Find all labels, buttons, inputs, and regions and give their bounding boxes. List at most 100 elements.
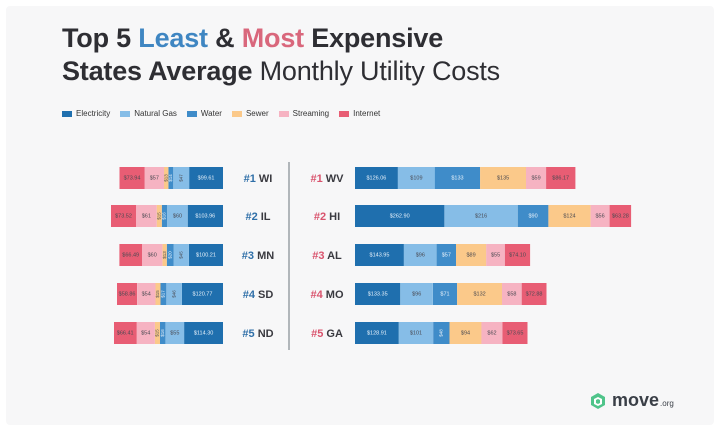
data-label-1-wv-streaming: $59 <box>532 175 541 181</box>
title-part-monthly-costs: Monthly Utility Costs <box>252 56 501 86</box>
category-label-2-hi: #2 HI <box>314 211 340 223</box>
data-label-2-il-sewer: $15 <box>156 212 161 220</box>
bar-5-nd-internet <box>114 322 137 344</box>
bar-3-al-water <box>436 244 456 266</box>
bar-2-hi-streaming <box>590 205 610 227</box>
data-label-1-wi-sewer: $13 <box>163 174 168 182</box>
data-label-3-mn-streaming: $60 <box>148 252 157 258</box>
bar-1-wi-natural-gas <box>173 167 190 189</box>
legend-item-internet: Internet <box>339 109 380 118</box>
bar-2-il-natural-gas <box>167 205 188 227</box>
data-label-3-al-sewer: $89 <box>467 252 476 258</box>
title-line-1: Top 5 Least & Most Expensive <box>62 22 500 55</box>
data-label-4-sd-water: $17 <box>161 290 166 298</box>
bar-4-sd-streaming <box>137 283 156 305</box>
data-label-4-mo-water: $71 <box>440 291 449 297</box>
bar-3-mn-natural-gas <box>173 244 189 266</box>
data-label-1-wv-electricity: $126.06 <box>366 175 386 181</box>
bar-4-mo-water <box>433 283 458 305</box>
bar-1-wi-internet <box>119 167 145 189</box>
bar-4-mo-natural-gas <box>400 283 433 305</box>
category-label-2-il: #2 IL <box>245 211 270 223</box>
title-line-2: States Average Monthly Utility Costs <box>62 55 500 88</box>
legend-item-water: Water <box>186 109 222 118</box>
legend-label: Electricity <box>76 109 111 118</box>
bar-4-mo-internet <box>521 283 547 305</box>
title-part-least: Least <box>138 23 208 53</box>
bar-4-mo-sewer <box>457 283 502 305</box>
data-label-3-mn-internet: $66.49 <box>122 252 139 258</box>
data-label-2-hi-water: $90 <box>529 213 538 219</box>
bar-4-mo-streaming <box>502 283 522 305</box>
data-label-4-sd-internet: $58.86 <box>119 291 136 297</box>
legend-item-natural-gas: Natural Gas <box>120 109 177 118</box>
legend-label: Streaming <box>292 109 330 118</box>
category-label-1-wv: #1 WV <box>310 173 344 185</box>
bar-3-mn-streaming <box>142 244 163 266</box>
bar-3-al-internet <box>504 244 531 266</box>
data-label-5-ga-streaming: $62 <box>487 330 496 336</box>
category-label-5-ga: #5 GA <box>311 328 343 340</box>
data-label-4-mo-electricity: $133.35 <box>368 291 388 297</box>
bar-3-mn-electricity <box>188 244 223 266</box>
title-part-amp: & <box>207 23 242 53</box>
data-label-2-hi-natural-gas: $216 <box>475 213 487 219</box>
data-label-5-ga-internet: $73.65 <box>507 330 524 336</box>
legend-label: Water <box>200 109 222 118</box>
bar-3-mn-sewer <box>162 244 167 266</box>
bar-1-wv-sewer <box>480 167 526 189</box>
bar-1-wi-water <box>168 167 174 189</box>
legend-swatch <box>231 110 242 117</box>
data-label-4-mo-streaming: $58 <box>507 291 516 297</box>
bar-5-ga-water <box>433 322 450 344</box>
bar-2-hi-water <box>517 205 549 227</box>
chart-title: Top 5 Least & Most Expensive States Aver… <box>62 22 500 88</box>
data-label-2-hi-sewer: $124 <box>563 213 575 219</box>
move-logo: move.org <box>588 390 674 411</box>
data-label-4-sd-electricity: $120.77 <box>193 291 213 297</box>
data-label-5-nd-streaming: $54 <box>141 330 150 336</box>
category-label-3-al: #3 AL <box>312 250 342 262</box>
data-label-5-nd-water: $16 <box>160 329 165 337</box>
data-label-5-nd-internet: $66.41 <box>117 330 134 336</box>
data-label-3-mn-natural-gas: $45 <box>178 251 183 259</box>
category-label-5-nd: #5 ND <box>242 328 273 340</box>
data-label-3-mn-electricity: $100.21 <box>196 252 216 258</box>
data-label-1-wv-sewer: $135 <box>497 175 509 181</box>
data-label-4-sd-sewer: $15 <box>155 290 160 298</box>
legend-swatch <box>339 110 350 117</box>
bar-5-ga-internet <box>502 322 528 344</box>
bar-4-sd-natural-gas <box>166 283 182 305</box>
data-label-3-al-natural-gas: $96 <box>416 252 425 258</box>
bar-4-sd-electricity <box>181 283 223 305</box>
legend-item-streaming: Streaming <box>278 109 330 118</box>
bar-3-al-sewer <box>456 244 487 266</box>
bar-5-nd-natural-gas <box>165 322 185 344</box>
legend-label: Natural Gas <box>134 109 177 118</box>
bar-2-hi-electricity <box>355 205 445 227</box>
data-label-2-il-natural-gas: $60 <box>173 213 182 219</box>
data-label-3-al-water: $57 <box>442 252 451 258</box>
data-label-4-sd-streaming: $54 <box>142 291 151 297</box>
bar-5-ga-electricity <box>355 322 399 344</box>
bar-2-il-sewer <box>156 205 162 227</box>
move-logo-text: move.org <box>612 390 674 410</box>
bar-4-sd-internet <box>117 283 137 305</box>
data-label-3-al-streaming: $55 <box>491 252 500 258</box>
bar-1-wi-electricity <box>189 167 223 189</box>
data-label-4-sd-natural-gas: $46 <box>171 290 176 298</box>
data-label-2-il-electricity: $103.96 <box>195 213 215 219</box>
bar-2-il-electricity <box>187 205 223 227</box>
legend-label: Sewer <box>245 109 269 118</box>
bar-1-wi-sewer <box>164 167 169 189</box>
chart-legend: Electricity Natural Gas Water Sewer Streamin… <box>62 109 380 118</box>
bar-5-ga-sewer <box>449 322 482 344</box>
bar-1-wv-natural-gas <box>397 167 435 189</box>
data-label-1-wi-streaming: $57 <box>150 175 159 181</box>
bar-2-il-internet <box>111 205 136 227</box>
data-label-4-mo-natural-gas: $96 <box>412 291 421 297</box>
data-label-1-wv-natural-gas: $109 <box>410 175 422 181</box>
bar-1-wv-water <box>434 167 481 189</box>
data-label-2-il-streaming: $61 <box>142 213 151 219</box>
bar-2-hi-sewer <box>548 205 591 227</box>
